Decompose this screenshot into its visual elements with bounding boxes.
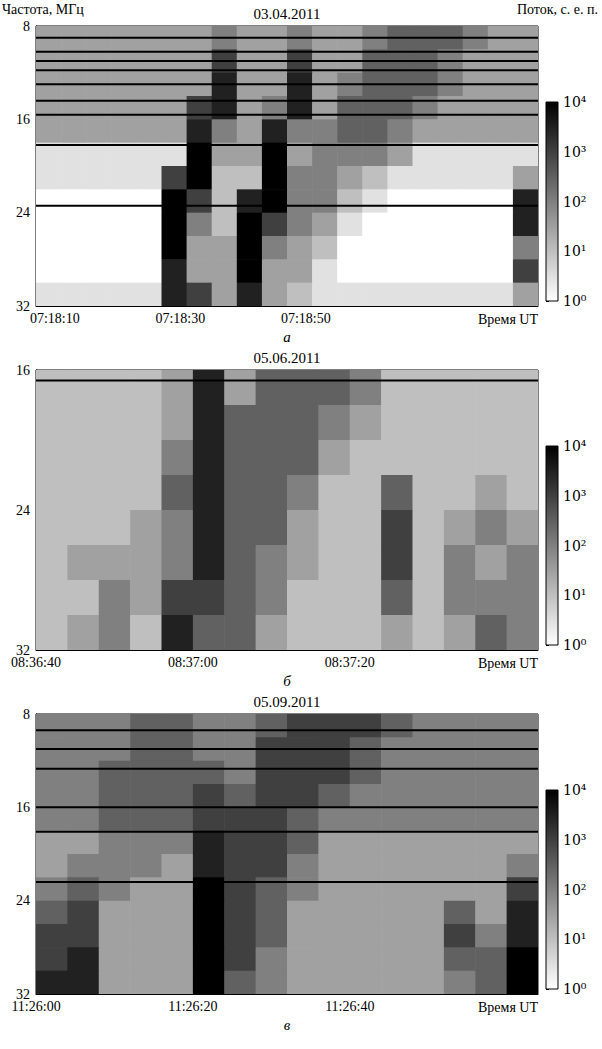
svg-text:8: 8 <box>23 707 30 722</box>
svg-text:10²: 10² <box>563 538 586 554</box>
svg-text:16: 16 <box>16 800 30 815</box>
svg-text:24: 24 <box>16 893 30 908</box>
svg-text:10⁰: 10⁰ <box>563 981 587 997</box>
svg-text:11:26:00: 11:26:00 <box>11 999 60 1014</box>
svg-text:а: а <box>283 329 291 345</box>
svg-text:11:26:20: 11:26:20 <box>168 999 217 1014</box>
svg-text:Время UT: Время UT <box>478 656 538 671</box>
svg-text:10²: 10² <box>563 882 586 898</box>
svg-text:24: 24 <box>16 205 30 220</box>
svg-text:32: 32 <box>16 986 30 1002</box>
svg-text:32: 32 <box>16 299 30 314</box>
svg-text:10⁰: 10⁰ <box>563 293 587 309</box>
svg-text:05.06.2011: 05.06.2011 <box>254 350 321 366</box>
svg-text:10³: 10³ <box>563 488 586 504</box>
svg-text:10³: 10³ <box>563 832 586 848</box>
svg-text:16: 16 <box>16 112 30 127</box>
svg-text:в: в <box>284 1017 291 1033</box>
svg-text:10³: 10³ <box>563 144 586 160</box>
svg-text:10⁴: 10⁴ <box>563 782 587 798</box>
svg-text:11:26:40: 11:26:40 <box>325 999 374 1014</box>
svg-text:07:18:10: 07:18:10 <box>30 311 80 326</box>
svg-text:Поток, с. е. п.: Поток, с. е. п. <box>517 2 598 17</box>
svg-text:10⁴: 10⁴ <box>563 94 587 110</box>
svg-text:10⁰: 10⁰ <box>563 637 587 653</box>
svg-text:05.09.2011: 05.09.2011 <box>254 694 321 710</box>
svg-text:07:18:30: 07:18:30 <box>155 311 205 326</box>
svg-text:07:18:50: 07:18:50 <box>281 311 331 326</box>
svg-text:Время UT: Время UT <box>478 1000 538 1015</box>
svg-text:Частота, МГц: Частота, МГц <box>2 2 84 17</box>
svg-text:10¹: 10¹ <box>563 587 586 603</box>
svg-text:16: 16 <box>16 363 30 378</box>
svg-text:8: 8 <box>23 19 30 34</box>
svg-text:08:37:20: 08:37:20 <box>325 655 375 670</box>
svg-text:10¹: 10¹ <box>563 931 586 947</box>
svg-text:Время UT: Время UT <box>478 312 538 327</box>
svg-text:б: б <box>283 673 291 689</box>
svg-text:10⁴: 10⁴ <box>563 438 587 454</box>
svg-text:10²: 10² <box>563 194 586 210</box>
svg-text:08:37:00: 08:37:00 <box>168 655 218 670</box>
svg-text:03.04.2011: 03.04.2011 <box>254 6 321 22</box>
svg-text:24: 24 <box>16 503 30 518</box>
svg-text:32: 32 <box>16 642 30 658</box>
svg-text:08:36:40: 08:36:40 <box>11 655 61 670</box>
svg-text:10¹: 10¹ <box>563 243 586 259</box>
